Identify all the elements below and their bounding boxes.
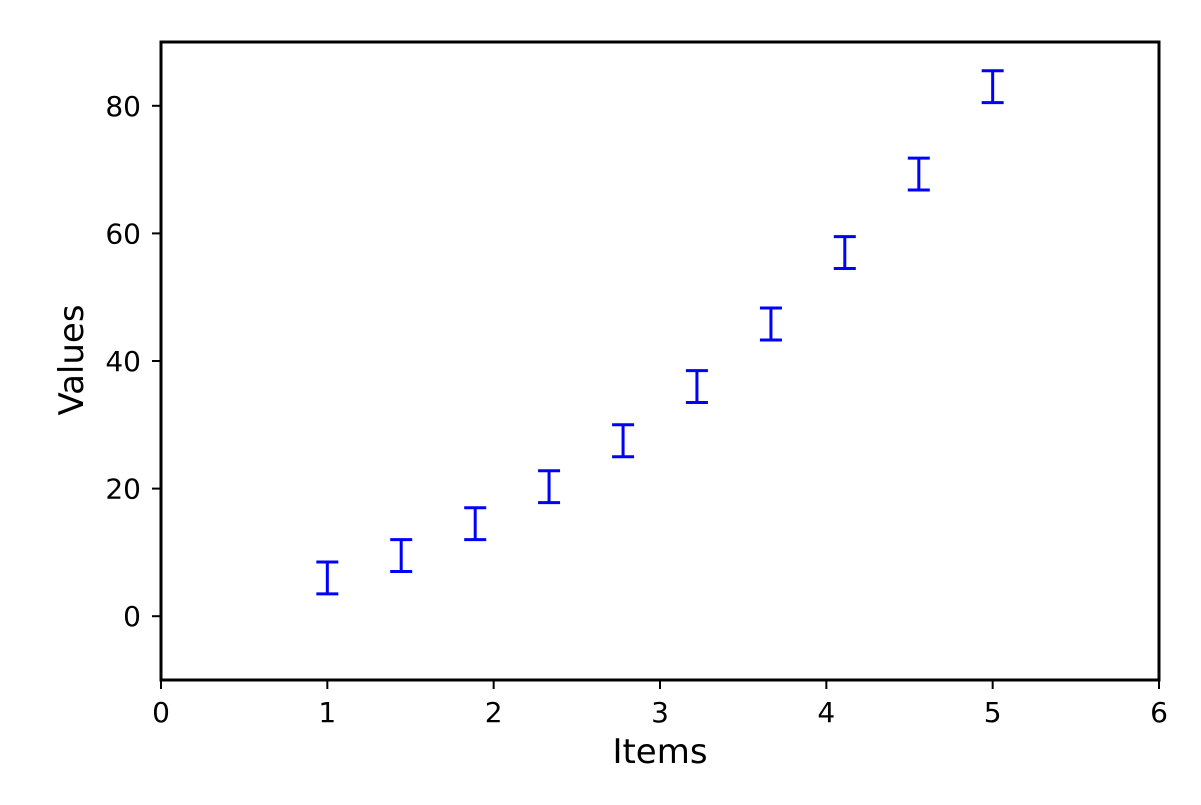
y-axis-title: Values: [52, 304, 92, 415]
y-tick-label: 60: [105, 217, 141, 250]
y-tick-label: 40: [105, 345, 141, 378]
y-tick-label: 0: [123, 600, 141, 633]
y-tick-label: 20: [105, 473, 141, 506]
y-axis: 0 20 40 60 80: [105, 90, 161, 633]
x-tick-label: 1: [318, 696, 336, 729]
x-tick-label: 3: [651, 696, 669, 729]
error-bar: [612, 423, 635, 459]
x-tick-label: 6: [1150, 696, 1168, 729]
x-tick-label: 0: [152, 696, 170, 729]
x-axis: 0 1 2 3 4 5 6: [152, 680, 1168, 729]
error-bar-series: [316, 69, 1004, 596]
error-bar: [981, 69, 1004, 105]
error-bar: [907, 156, 930, 192]
y-tick-label: 80: [105, 90, 141, 123]
error-bar: [316, 560, 339, 596]
plot-area: [159, 40, 1161, 682]
x-tick-label: 5: [984, 696, 1002, 729]
error-bar: [538, 469, 561, 505]
error-bar: [464, 506, 487, 542]
error-bar: [390, 538, 413, 574]
x-tick-label: 4: [817, 696, 835, 729]
x-tick-label: 2: [485, 696, 503, 729]
error-bar: [759, 306, 782, 342]
plot-frame: [159, 40, 1161, 682]
error-bar: [685, 369, 708, 404]
x-axis-title: Items: [612, 732, 707, 772]
error-bar: [833, 235, 856, 270]
